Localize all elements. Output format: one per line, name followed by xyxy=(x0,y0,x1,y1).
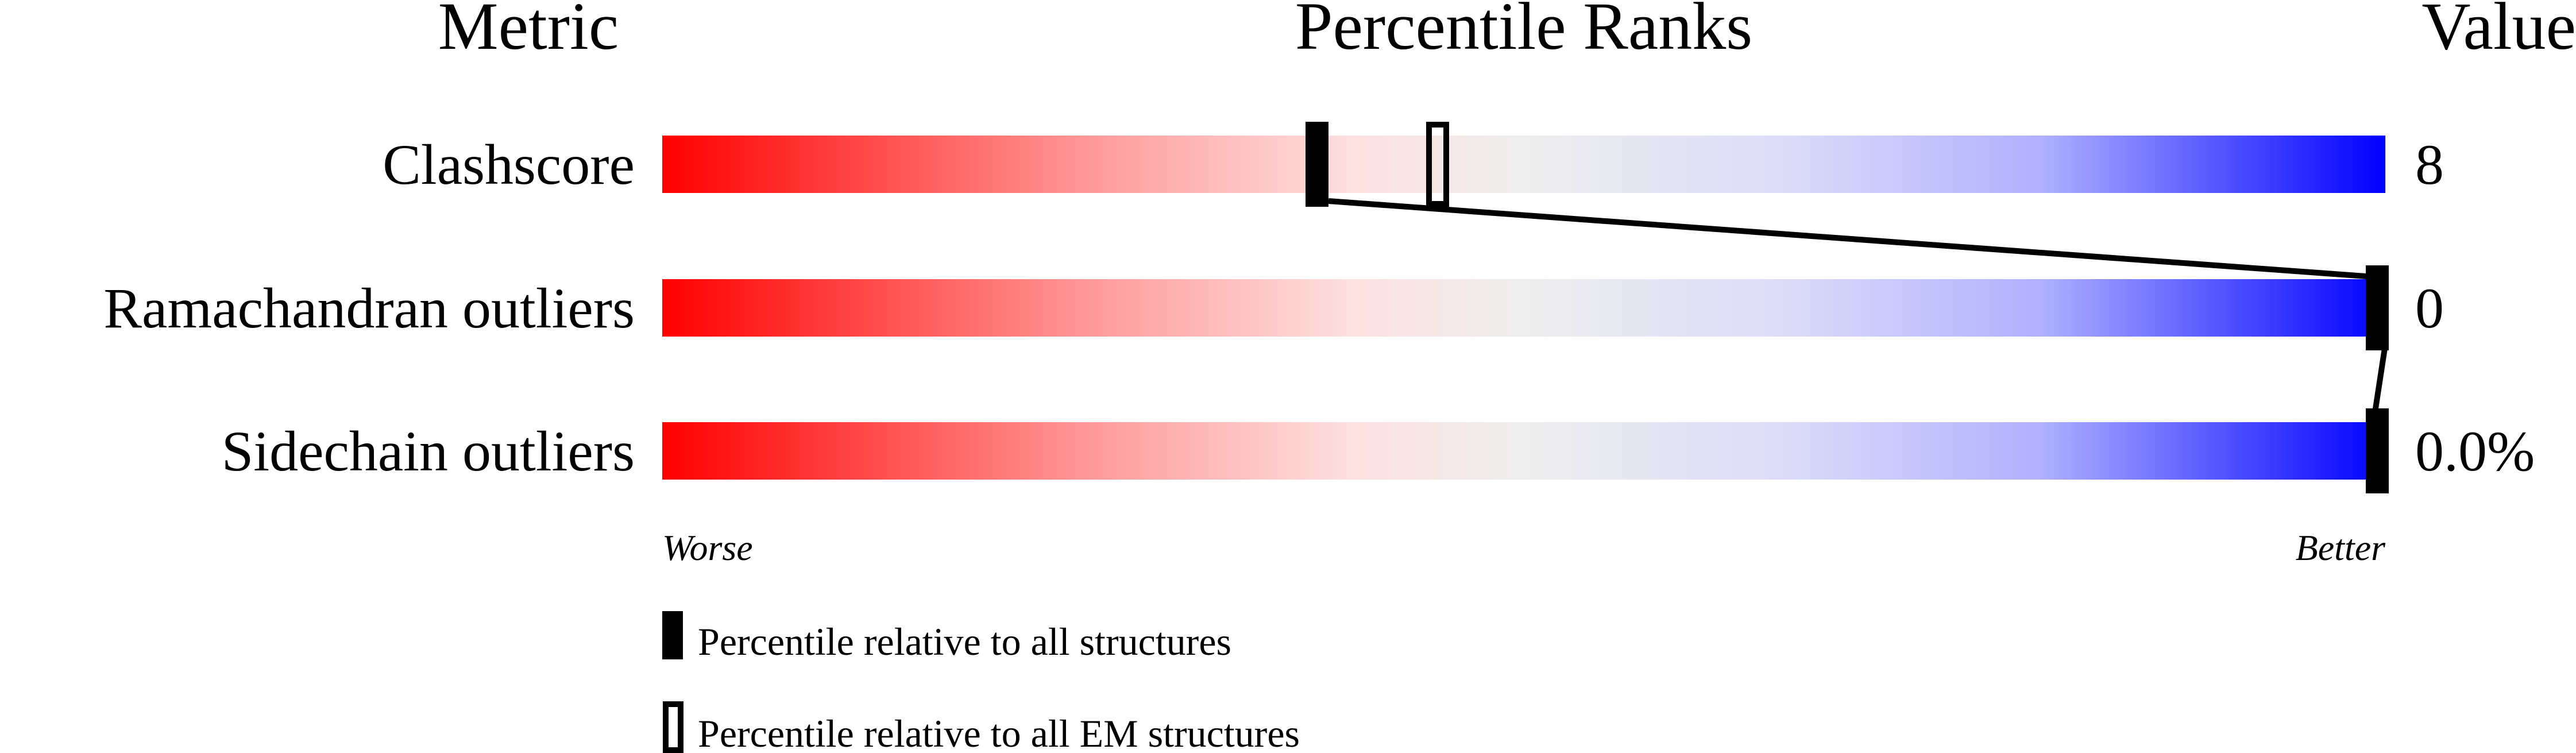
metric-value: 8 xyxy=(2415,133,2444,196)
percentile-marker-em xyxy=(1426,122,1449,207)
connector-line xyxy=(1328,198,2374,280)
percentile-bar xyxy=(662,279,2385,337)
axis-label-worse: Worse xyxy=(662,527,753,568)
metric-label: Sidechain outliers xyxy=(222,419,635,483)
legend-label-all: Percentile relative to all structures xyxy=(698,620,1231,663)
legend-marker-hollow xyxy=(663,701,683,753)
percentile-marker-all xyxy=(2366,265,2389,350)
metric-value: 0 xyxy=(2415,276,2444,340)
percentile-bar xyxy=(662,422,2385,480)
legend-label-em: Percentile relative to all EM structures xyxy=(698,712,1300,753)
metric-label: Clashscore xyxy=(383,133,635,196)
metric-value: 0.0% xyxy=(2415,419,2535,483)
header-value: Value xyxy=(2421,0,2576,64)
legend-marker-filled xyxy=(662,611,683,659)
header-metric: Metric xyxy=(438,0,619,64)
percentile-bar xyxy=(662,136,2385,193)
connector-line xyxy=(2371,344,2388,420)
percentile-marker-all xyxy=(1306,122,1328,207)
header-percentile-ranks: Percentile Ranks xyxy=(1295,0,1752,64)
axis-label-better: Better xyxy=(2296,527,2386,568)
percentile-marker-all xyxy=(2366,408,2389,493)
metric-label: Ramachandran outliers xyxy=(103,276,635,340)
